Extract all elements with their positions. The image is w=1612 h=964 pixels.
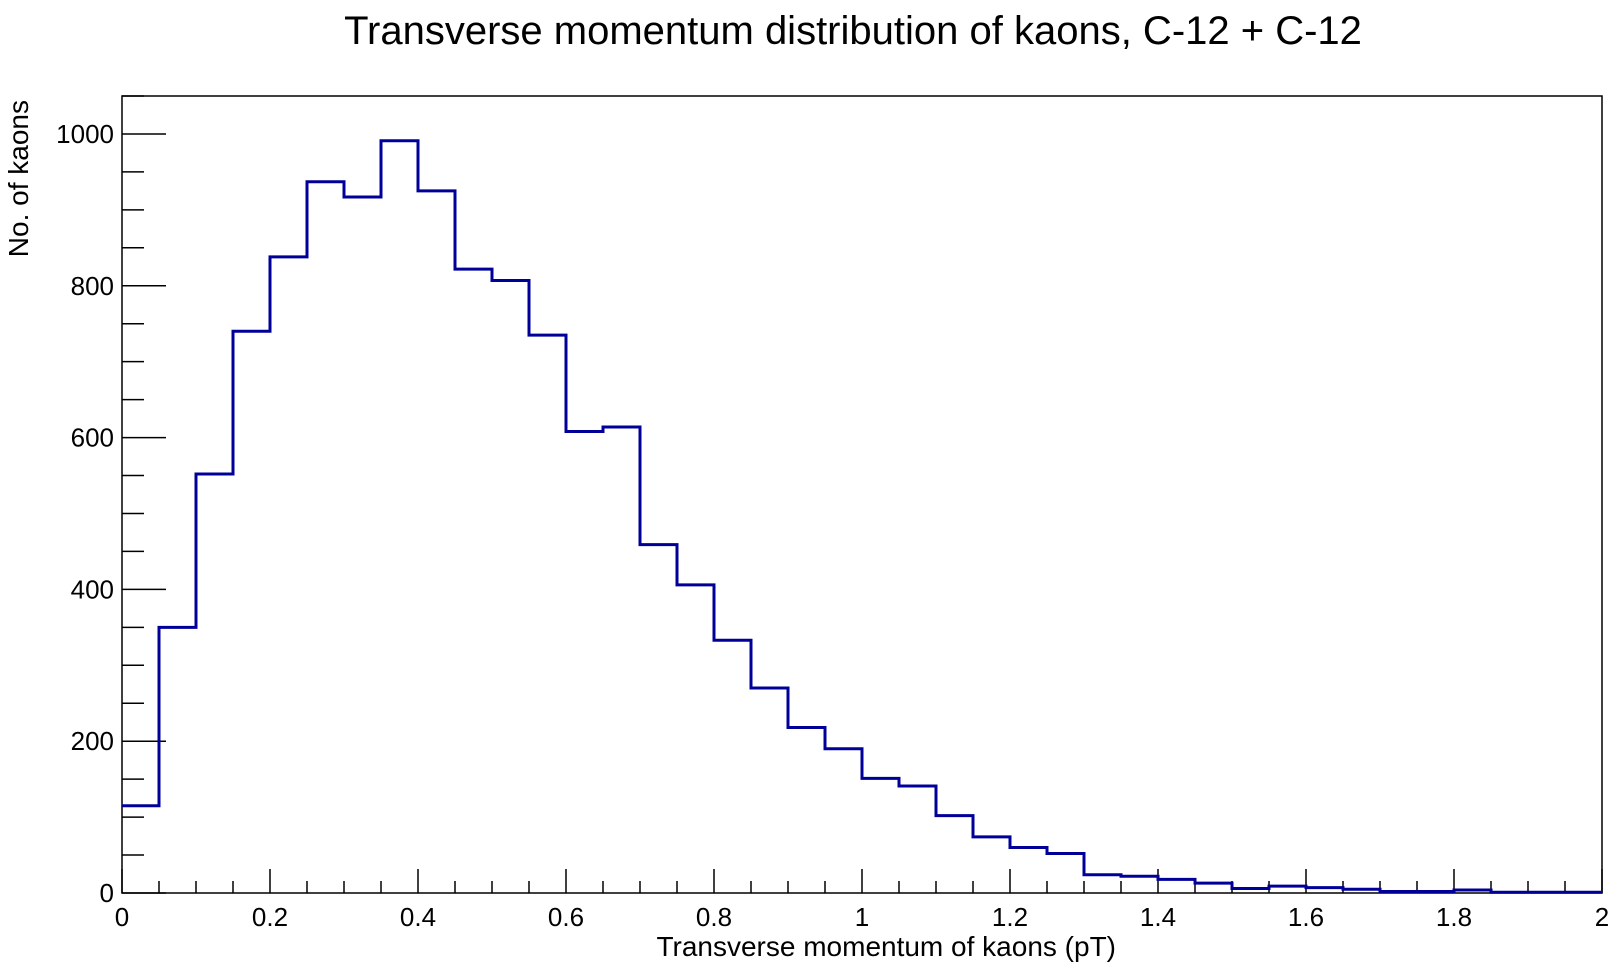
histogram-bin [677, 585, 714, 893]
x-tick-label: 0.2 [252, 902, 288, 932]
x-tick-label: 1.8 [1436, 902, 1472, 932]
x-tick-label: 2 [1595, 902, 1609, 932]
histogram-bin [1158, 879, 1195, 893]
histogram-bin [455, 269, 492, 893]
y-axis-tick-labels: 0 200 400 600 800 1000 [56, 119, 114, 908]
x-tick-label: 0 [115, 902, 129, 932]
histogram-bin [862, 778, 899, 893]
x-axis-label: Transverse momentum of kaons (pT) [656, 931, 1116, 962]
histogram-bin [418, 191, 455, 893]
histogram-bin [529, 335, 566, 893]
histogram-bin [1084, 875, 1121, 893]
y-tick-label: 400 [71, 574, 114, 604]
histogram-bin [122, 806, 159, 893]
y-tick-label: 800 [71, 271, 114, 301]
y-tick-label: 200 [71, 726, 114, 756]
x-axis-tick-labels: 0 0.2 0.4 0.6 0.8 1 1.2 1.4 1.6 1.8 2 [115, 902, 1609, 932]
histogram-bin [381, 141, 418, 893]
histogram-bin [196, 474, 233, 893]
histogram-bin [233, 331, 270, 893]
histogram-bin [159, 627, 196, 893]
x-axis-ticks [121, 869, 1603, 893]
histogram-bin [788, 728, 825, 893]
histogram-bin [270, 257, 307, 893]
y-tick-label: 0 [100, 878, 114, 908]
x-tick-label: 0.8 [696, 902, 732, 932]
histogram-bin [714, 640, 751, 893]
histogram-bin [751, 688, 788, 893]
histogram-bin [1047, 854, 1084, 893]
histogram-bin [492, 280, 529, 893]
histogram-bin [307, 182, 344, 893]
histogram-line [122, 139, 1602, 894]
x-tick-label: 1.2 [992, 902, 1028, 932]
y-axis-ticks [122, 95, 166, 894]
histogram-bin [344, 197, 381, 893]
histogram-bin [825, 749, 862, 893]
y-tick-label: 1000 [56, 119, 114, 149]
histogram-bin [566, 431, 603, 893]
histogram-bin [1010, 847, 1047, 893]
histogram-bin [973, 837, 1010, 893]
histogram-bin [603, 427, 640, 893]
histogram-bin [640, 545, 677, 893]
histogram-bin [936, 816, 973, 893]
x-tick-label: 1.4 [1140, 902, 1176, 932]
y-axis-label: No. of kaons [3, 100, 34, 257]
x-tick-label: 0.6 [548, 902, 584, 932]
chart-title: Transverse momentum distribution of kaon… [344, 9, 1362, 53]
x-tick-label: 1 [855, 902, 869, 932]
histogram-bin [1121, 876, 1158, 893]
x-tick-label: 1.6 [1288, 902, 1324, 932]
histogram-bin [899, 786, 936, 893]
histogram-bins [122, 141, 1602, 893]
x-tick-label: 0.4 [400, 902, 436, 932]
y-tick-label: 600 [71, 423, 114, 453]
